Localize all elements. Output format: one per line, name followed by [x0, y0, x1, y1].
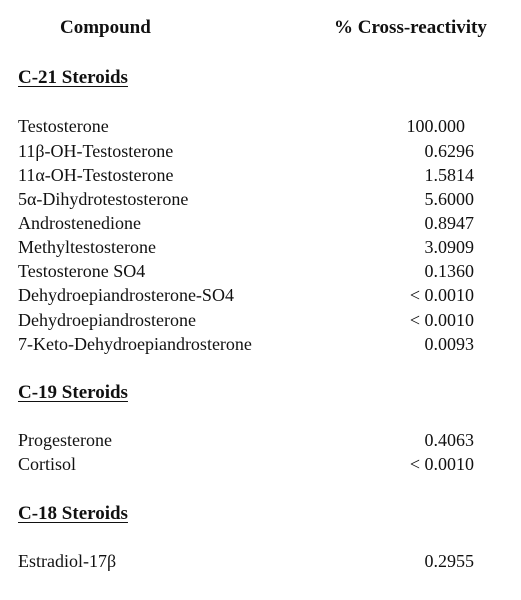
cross-reactivity-value: < 0.0010: [409, 310, 474, 330]
cross-reactivity-value: 100.000: [406, 116, 466, 136]
table-row: Testosterone SO4 0.1360: [0, 261, 521, 285]
table-row: Dehydroepiandrosterone < 0.0010: [0, 310, 521, 334]
table-row: 7-Keto-Dehydroepiandrosterone 0.0093: [0, 334, 521, 358]
cross-reactivity-value: 5.6000: [424, 189, 475, 209]
cross-reactivity-value: 1.5814: [424, 165, 475, 185]
table-row: Methyltestosterone 3.0909: [0, 237, 521, 261]
compound-name: 11α-OH-Testosterone: [18, 165, 174, 185]
cross-reactivity-value: 0.2955: [424, 551, 475, 571]
compound-name: 5α-Dihydrotestosterone: [18, 189, 189, 209]
cross-reactivity-value: 0.1360: [424, 261, 475, 281]
cross-reactivity-value: 3.0909: [424, 237, 475, 257]
compound-name: Cortisol: [18, 454, 77, 474]
compound-name: Methyltestosterone: [18, 237, 156, 257]
cross-reactivity-value: 0.6296: [424, 141, 475, 161]
compound-name: Testosterone: [18, 116, 109, 136]
table-row: Dehydroepiandrosterone-SO4 < 0.0010: [0, 285, 521, 309]
compound-name: Androstenedione: [18, 213, 141, 233]
table-row: 5α-Dihydrotestosterone 5.6000: [0, 189, 521, 213]
compound-name: Testosterone SO4: [18, 261, 146, 281]
compound-name: Estradiol-17β: [18, 551, 117, 571]
column-header-cross-reactivity: % Cross-reactivity: [334, 17, 487, 38]
section-title-c21: C-21 Steroids: [18, 67, 128, 88]
section-title-c19: C-19 Steroids: [18, 382, 128, 403]
cross-reactivity-value: < 0.0010: [409, 454, 474, 474]
compound-name: Dehydroepiandrosterone: [18, 310, 196, 330]
compound-name: 7-Keto-Dehydroepiandrosterone: [18, 334, 252, 354]
column-header-compound: Compound: [60, 17, 151, 38]
table-row: Androstenedione 0.8947: [0, 213, 521, 237]
table-row: Testosterone 100.000: [0, 116, 521, 140]
cross-reactivity-value: 0.8947: [424, 213, 475, 233]
cross-reactivity-value: < 0.0010: [409, 285, 474, 305]
cross-reactivity-value: 0.0093: [424, 334, 475, 354]
section-title-c18: C-18 Steroids: [18, 503, 128, 524]
compound-name: Dehydroepiandrosterone-SO4: [18, 285, 234, 305]
table-row: 11β-OH-Testosterone 0.6296: [0, 141, 521, 165]
table-row: Cortisol < 0.0010: [0, 454, 521, 478]
table-row: Progesterone 0.4063: [0, 430, 521, 454]
compound-name: Progesterone: [18, 430, 112, 450]
compound-name: 11β-OH-Testosterone: [18, 141, 174, 161]
table-row: 11α-OH-Testosterone 1.5814: [0, 165, 521, 189]
cross-reactivity-value: 0.4063: [424, 430, 475, 450]
table-row: Estradiol-17β 0.2955: [0, 551, 521, 575]
